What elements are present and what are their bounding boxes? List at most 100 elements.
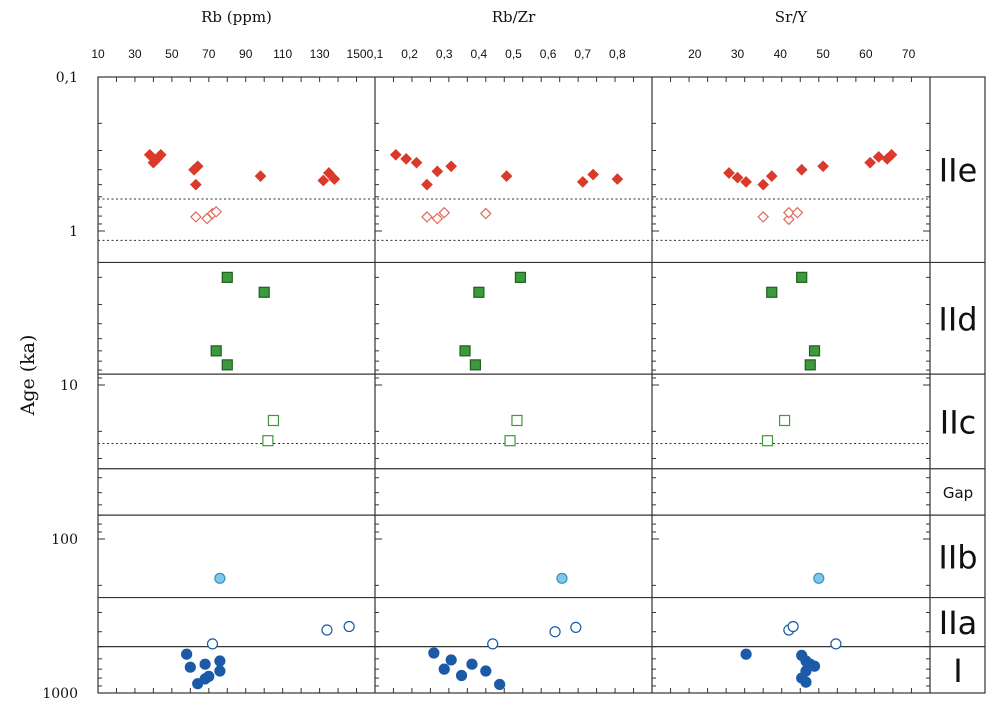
point-circle-p1s7-7 — [203, 670, 215, 682]
x-tick-label: 40 — [774, 47, 788, 61]
point-square-p1s3-3 — [210, 345, 222, 357]
point-square-p2s3-2 — [473, 286, 485, 298]
point-diamond-p3s2-1 — [757, 211, 770, 223]
point-square-p2s4-2 — [504, 435, 516, 447]
point-diamond-p1s1-8 — [254, 170, 267, 182]
point-diamond-p1s1-1 — [143, 148, 156, 161]
x-tick-label: 70 — [202, 47, 216, 61]
point-circle-p3s6-2 — [787, 620, 799, 633]
point-diamond-p2s2-1 — [421, 211, 433, 223]
point-circle-p3s7-8 — [800, 676, 812, 688]
unit-label-IIe: IIe — [939, 152, 978, 190]
point-diamond-p1s1-9 — [317, 174, 330, 187]
point-diamond-p1s1-6 — [191, 160, 204, 173]
point-diamond-p2s1-1 — [389, 148, 402, 161]
x-tick-label: 130 — [310, 47, 330, 61]
point-square-p2s3-3 — [459, 345, 471, 357]
point-diamond-p3s1-9 — [872, 151, 885, 163]
point-circle-p1s5-1 — [214, 572, 226, 584]
point-diamond-p2s1-8 — [576, 176, 589, 188]
point-circle-p1s6-3 — [343, 620, 355, 633]
point-circle-p1s7-4 — [214, 655, 226, 667]
point-circle-p2s7-6 — [480, 665, 492, 677]
x-tick-label: 90 — [239, 47, 253, 61]
y-tick-label: 10 — [60, 378, 78, 394]
plot-border — [97, 76, 986, 694]
point-diamond-p2s1-9 — [587, 168, 599, 181]
x-tick-label: 20 — [688, 47, 702, 61]
point-circle-p1s6-1 — [206, 638, 219, 650]
point-diamond-p2s1-2 — [400, 152, 413, 165]
point-square-p1s4-2 — [262, 435, 274, 447]
unit-label-I: I — [953, 652, 962, 690]
point-diamond-p3s1-3 — [740, 176, 752, 188]
point-circle-p1s7-2 — [184, 661, 196, 673]
unit-labels: IIe IId IIc Gap IIb IIa I — [938, 152, 977, 690]
x-tick-label: 10 — [91, 47, 105, 61]
panel-titles: Rb (ppm) Rb/Zr Sr/Y — [201, 8, 808, 26]
point-diamond-p2s1-10 — [611, 173, 624, 185]
point-diamond-p1s1-11 — [328, 173, 341, 185]
point-square-p1s3-4 — [221, 359, 233, 371]
point-circle-p3s6-3 — [830, 638, 842, 650]
point-circle-p2s6-2 — [549, 626, 561, 638]
y-tick-label: 1000 — [42, 686, 78, 702]
point-circle-p2s7-4 — [455, 669, 468, 682]
axis-ticks — [97, 76, 931, 694]
point-diamond-p1s2-1 — [190, 211, 202, 223]
point-circle-p1s7-8 — [192, 678, 204, 690]
x-tick-label: 0,8 — [609, 47, 626, 61]
point-square-p2s4-1 — [511, 414, 523, 427]
unit-label-Gap: Gap — [943, 484, 973, 502]
point-square-p3s3-1 — [796, 271, 808, 283]
point-square-p3s3-4 — [804, 359, 816, 371]
x-tick-label: 30 — [128, 47, 142, 61]
x-tick-label: 0,1 — [367, 47, 384, 61]
x-tick-label: 0,7 — [574, 47, 591, 61]
point-diamond-p1s2-4 — [210, 205, 223, 218]
point-circle-p2s6-1 — [487, 638, 499, 650]
point-diamond-p2s2-3 — [438, 206, 451, 219]
point-diamond-p2s2-2 — [431, 212, 444, 225]
x-tick-label: 110 — [273, 47, 292, 61]
y-tick-label: 1 — [69, 224, 78, 240]
point-circle-p2s7-3 — [438, 663, 450, 675]
x-tick-label: 50 — [816, 47, 830, 61]
point-diamond-p3s1-6 — [795, 163, 808, 176]
point-diamond-p2s1-4 — [421, 178, 433, 191]
data-points — [143, 148, 898, 691]
y-tick-label: 0,1 — [56, 70, 78, 86]
y-axis-title: Age (ka) — [17, 335, 39, 417]
panel-title-3: Sr/Y — [775, 8, 809, 26]
x-tick-label: 0,3 — [436, 47, 453, 61]
panel-title-2: Rb/Zr — [492, 8, 536, 26]
point-circle-p1s7-1 — [181, 648, 193, 660]
point-diamond-p2s1-3 — [410, 156, 423, 169]
point-diamond-p3s1-11 — [885, 148, 898, 161]
x-tick-label: 60 — [859, 47, 873, 61]
point-square-p3s4-1 — [778, 414, 791, 427]
point-square-p1s3-2 — [258, 286, 270, 298]
point-diamond-p3s1-5 — [765, 170, 778, 182]
point-diamond-p3s2-3 — [783, 206, 795, 219]
point-diamond-p3s1-7 — [817, 160, 829, 173]
point-circle-p3s5-1 — [813, 572, 825, 584]
point-diamond-p2s1-7 — [500, 170, 513, 182]
point-circle-p2s6-3 — [570, 621, 582, 634]
point-diamond-p3s1-8 — [864, 156, 876, 169]
point-diamond-p1s1-7 — [190, 178, 202, 191]
point-diamond-p2s1-6 — [445, 160, 458, 173]
point-square-p2s3-4 — [469, 359, 482, 371]
point-diamond-p3s2-2 — [783, 213, 795, 226]
chart-frame — [97, 76, 986, 694]
point-circle-p1s6-2 — [321, 624, 333, 636]
unit-boundaries — [98, 198, 985, 648]
x-tick-label: 30 — [731, 47, 745, 61]
x-tick-label: 150 — [347, 47, 367, 61]
point-square-p1s4-1 — [267, 414, 280, 427]
point-circle-p2s7-1 — [428, 647, 440, 659]
point-circle-p2s7-2 — [445, 654, 457, 666]
point-square-p1s3-1 — [221, 271, 233, 283]
x-tick-label: 0,4 — [471, 47, 488, 61]
